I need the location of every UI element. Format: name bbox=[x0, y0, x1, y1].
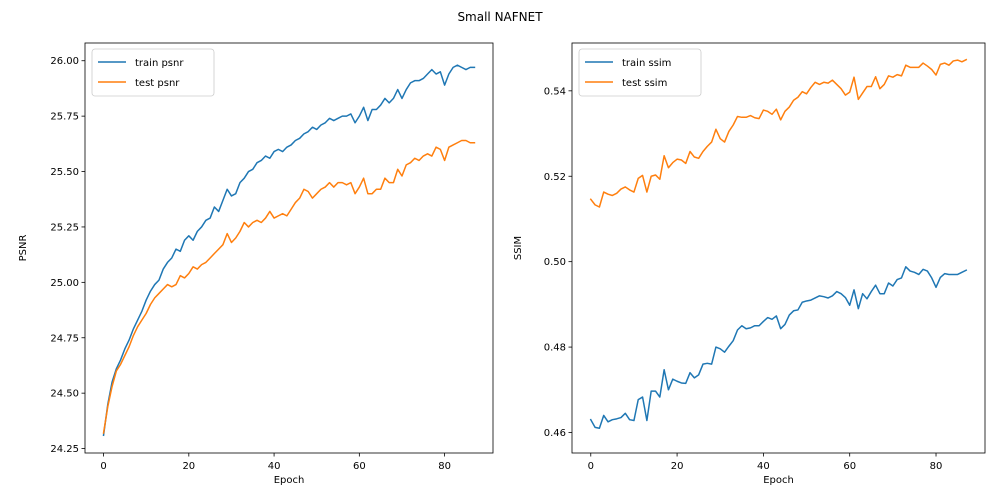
y-tick-label: 24.25 bbox=[50, 444, 79, 455]
psnr-panel: 0 20 40 60 80 24.25 24.50 24.75 25.00 25.25 25.50 2… bbox=[18, 42, 494, 486]
legend: train ssim test ssim bbox=[578, 48, 702, 97]
x-axis-label: Epoch bbox=[274, 475, 305, 486]
y-tick-label: 25.25 bbox=[50, 222, 79, 233]
x-tick-label: 60 bbox=[353, 461, 366, 472]
legend-label: test ssim bbox=[622, 78, 667, 89]
legend-label: train ssim bbox=[622, 58, 671, 69]
x-tick-label: 60 bbox=[843, 461, 856, 472]
x-tick-label: 80 bbox=[438, 461, 451, 472]
y-tick-label: 0.52 bbox=[544, 172, 566, 183]
x-tick-label: 20 bbox=[182, 461, 195, 472]
x-tick-label: 40 bbox=[757, 461, 770, 472]
y-axis-label: PSNR bbox=[18, 235, 29, 262]
x-tick-label: 80 bbox=[930, 461, 943, 472]
x-tick-label: 20 bbox=[671, 461, 684, 472]
axes-frame bbox=[84, 42, 494, 454]
series-line-train-psnr bbox=[102, 64, 476, 437]
ssim-panel: 0 20 40 60 80 0.46 0.48 0.50 0.52 0.54 Epoch SSIM tr… bbox=[513, 42, 986, 486]
legend-box bbox=[578, 48, 702, 97]
y-tick-label: 25.00 bbox=[50, 278, 79, 289]
series-line-test-ssim bbox=[589, 58, 968, 208]
y-tick-label: 0.46 bbox=[544, 428, 566, 439]
y-tick-label: 24.50 bbox=[50, 389, 79, 400]
y-tick-label: 26.00 bbox=[50, 56, 79, 67]
y-tick-label: 25.75 bbox=[50, 112, 79, 123]
legend: train psnr test psnr bbox=[91, 48, 215, 97]
legend-label: train psnr bbox=[135, 58, 184, 69]
y-tick-label: 0.50 bbox=[544, 257, 566, 268]
x-tick-label: 40 bbox=[268, 461, 281, 472]
series-line-test-psnr bbox=[102, 139, 476, 434]
y-tick-label: 24.75 bbox=[50, 333, 79, 344]
y-tick-label: 0.48 bbox=[544, 343, 566, 354]
series-line-train-ssim bbox=[589, 266, 968, 429]
legend-box bbox=[91, 48, 215, 97]
x-tick-label: 0 bbox=[100, 461, 106, 472]
x-tick-label: 0 bbox=[588, 461, 594, 472]
figure-title: Small NAFNET bbox=[457, 10, 543, 24]
legend-label: test psnr bbox=[135, 78, 180, 89]
y-tick-label: 0.54 bbox=[544, 86, 566, 97]
y-axis-label: SSIM bbox=[513, 236, 524, 260]
y-tick-label: 25.50 bbox=[50, 167, 79, 178]
axes-frame bbox=[571, 42, 986, 454]
x-axis-label: Epoch bbox=[763, 475, 794, 486]
